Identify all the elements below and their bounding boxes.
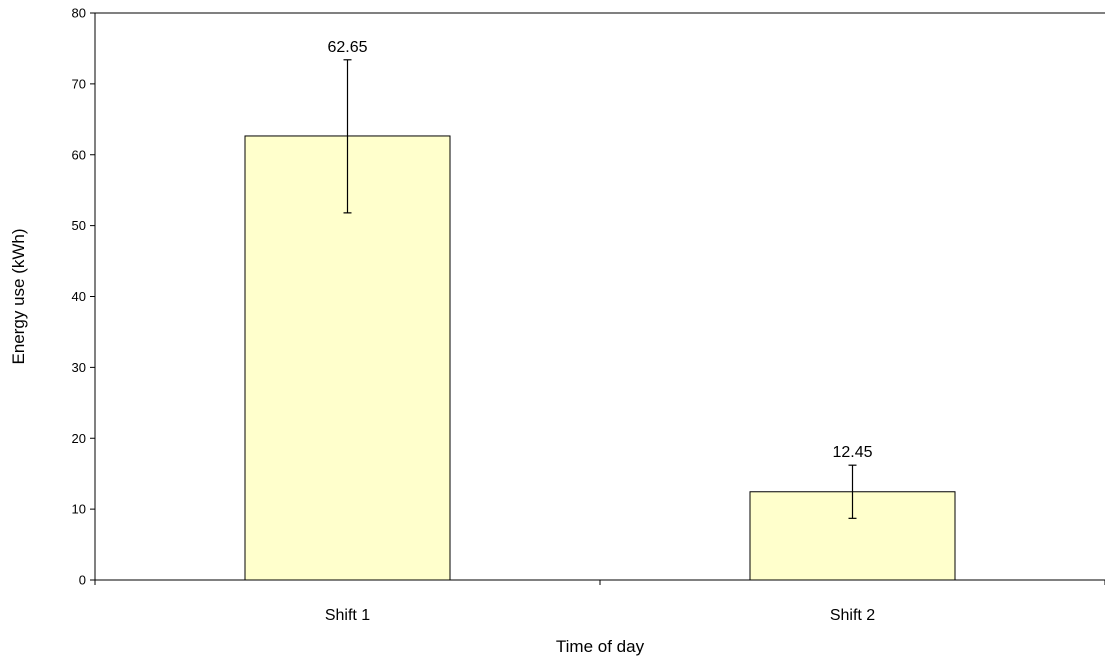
x-ticks: Shift 1 Shift 2 xyxy=(94,580,1105,624)
y-tick-label-60: 60 xyxy=(72,147,86,162)
y-tick-label-10: 10 xyxy=(72,502,86,517)
bars xyxy=(244,135,956,581)
y-tick-label-70: 70 xyxy=(72,76,86,91)
y-tick-label-50: 50 xyxy=(72,218,86,233)
y-tick-label-40: 40 xyxy=(72,289,86,304)
data-labels: 62.65 12.45 xyxy=(327,39,872,461)
y-tick-label-30: 30 xyxy=(72,360,86,375)
y-axis-title: Energy use (kWh) xyxy=(9,228,28,364)
y-tick-label-80: 80 xyxy=(72,6,86,21)
x-axis-title: Time of day xyxy=(556,637,645,656)
y-tick-label-0: 0 xyxy=(79,573,86,588)
y-ticks: 0 10 20 30 40 50 60 70 80 xyxy=(72,6,95,588)
x-category-label-1: Shift 1 xyxy=(325,607,370,624)
error-bars xyxy=(343,59,857,519)
data-label-1: 62.65 xyxy=(327,39,367,56)
data-label-2: 12.45 xyxy=(832,444,872,461)
y-tick-label-20: 20 xyxy=(72,431,86,446)
x-category-label-2: Shift 2 xyxy=(830,607,875,624)
